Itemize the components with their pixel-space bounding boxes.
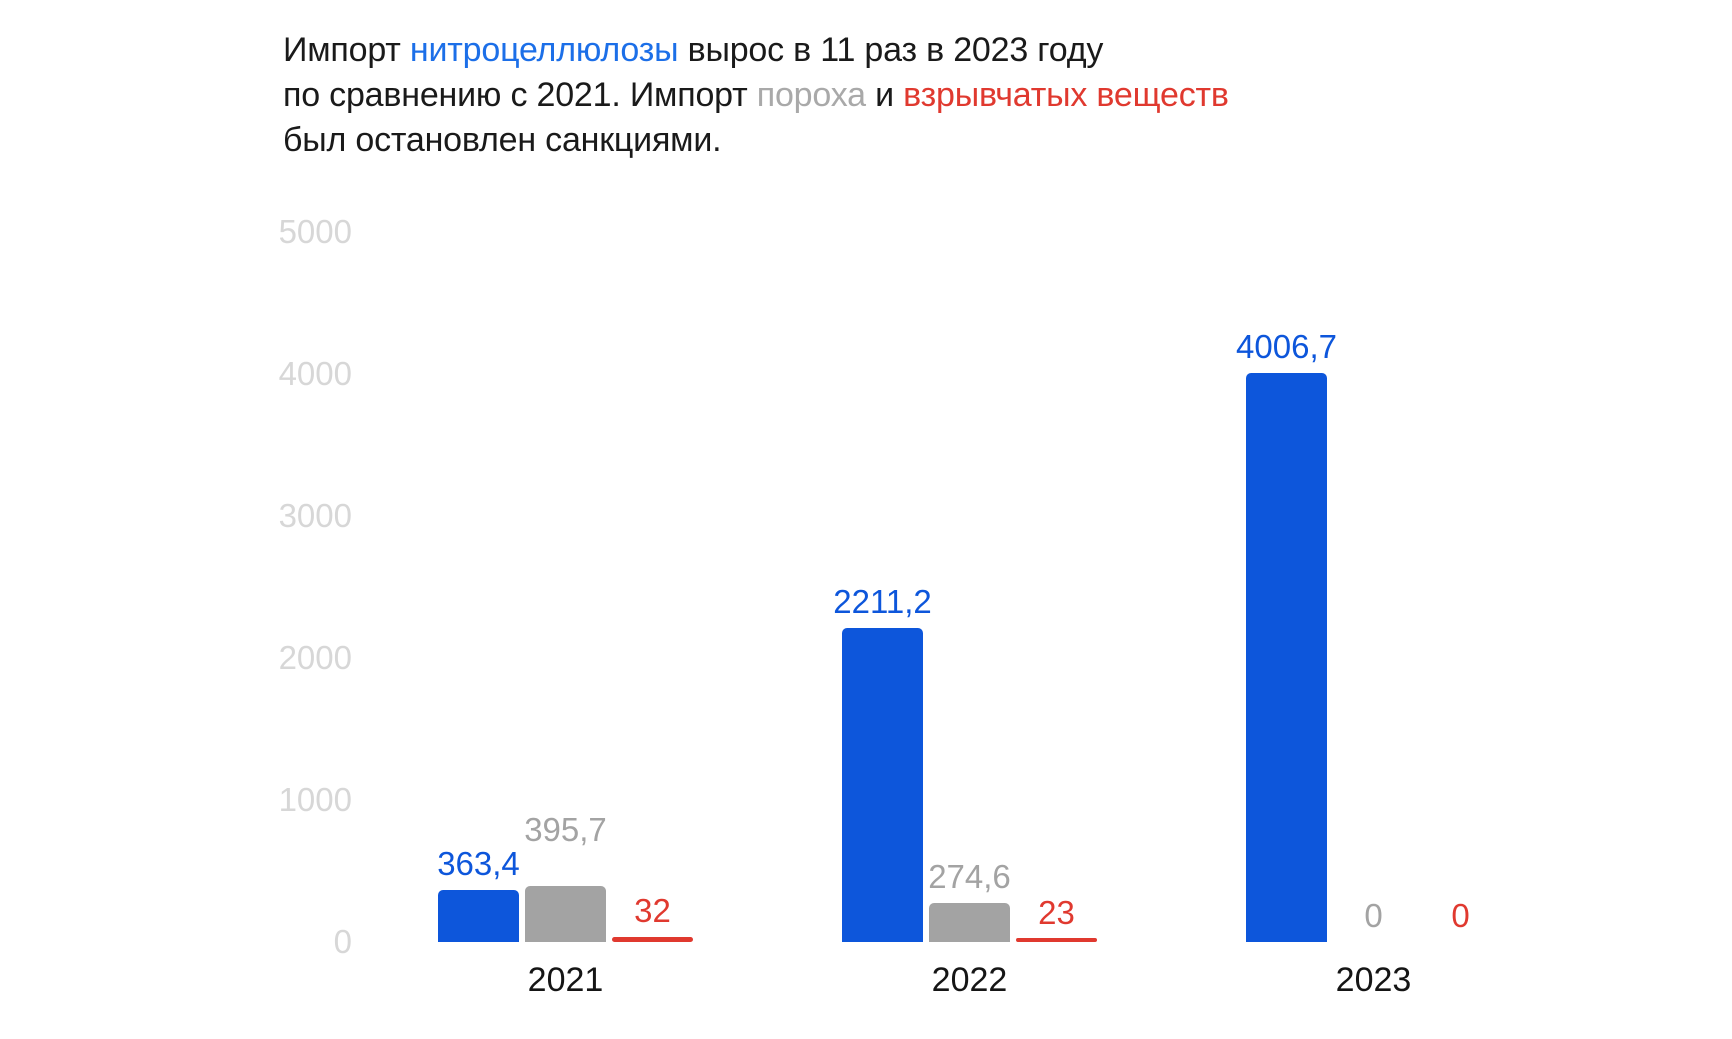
bar-value-label-nitrocellulose-2021: 363,4: [437, 845, 520, 883]
bar-value-label-explosives-2022: 23: [1038, 893, 1075, 931]
bar-explosives-2021: [612, 937, 693, 942]
bar-gunpowder-2021: [525, 885, 606, 942]
title-segment: вырос в 11 раз в 2023 году: [678, 31, 1104, 69]
title-segment: Импорт: [283, 31, 410, 69]
bar-value-label-nitrocellulose-2022: 2211,2: [833, 583, 932, 621]
bar-nitrocellulose-2022: [842, 628, 923, 942]
y-axis-tick-label: 4000: [278, 355, 352, 392]
bar-value-label-gunpowder-2021: 395,7: [524, 811, 607, 849]
bar-value-label-gunpowder-2023: 0: [1364, 897, 1383, 934]
y-axis-tick-label: 3000: [278, 497, 352, 534]
title-segment: пороха: [756, 76, 866, 114]
title-segment: был остановлен санкциями.: [283, 121, 722, 159]
x-axis-label-2023: 2023: [1335, 961, 1412, 999]
bar-nitrocellulose-2021: [438, 890, 519, 942]
bar-value-label-explosives-2023: 0: [1451, 897, 1470, 934]
y-axis-tick-label: 1000: [278, 781, 352, 818]
y-axis-tick-label: 2000: [278, 639, 352, 676]
title-segment: по сравнению с 2021. Импорт: [283, 76, 757, 114]
bar-explosives-2022: [1016, 938, 1097, 942]
y-axis: 0 1000 2000 3000 4000 5000: [230, 0, 352, 1039]
title-segment: взрывчатых веществ: [903, 76, 1229, 114]
chart-title: Импорт нитроцеллюлозы вырос в 11 раз в 2…: [283, 28, 1383, 163]
x-axis-label-2021: 2021: [527, 961, 604, 999]
bar-value-label-explosives-2021: 32: [634, 892, 671, 930]
bar-value-label-gunpowder-2022: 274,6: [928, 858, 1011, 896]
bar-gunpowder-2022: [929, 903, 1010, 942]
x-axis-label-2022: 2022: [931, 961, 1008, 999]
title-segment: и: [865, 76, 904, 114]
bar-value-label-nitrocellulose-2023: 4006,7: [1236, 328, 1337, 366]
y-axis-tick-label: 5000: [278, 213, 352, 250]
title-segment: нитроцеллюлозы: [409, 31, 679, 69]
bar-nitrocellulose-2023: [1246, 373, 1327, 942]
y-axis-tick-label: 0: [333, 923, 352, 960]
